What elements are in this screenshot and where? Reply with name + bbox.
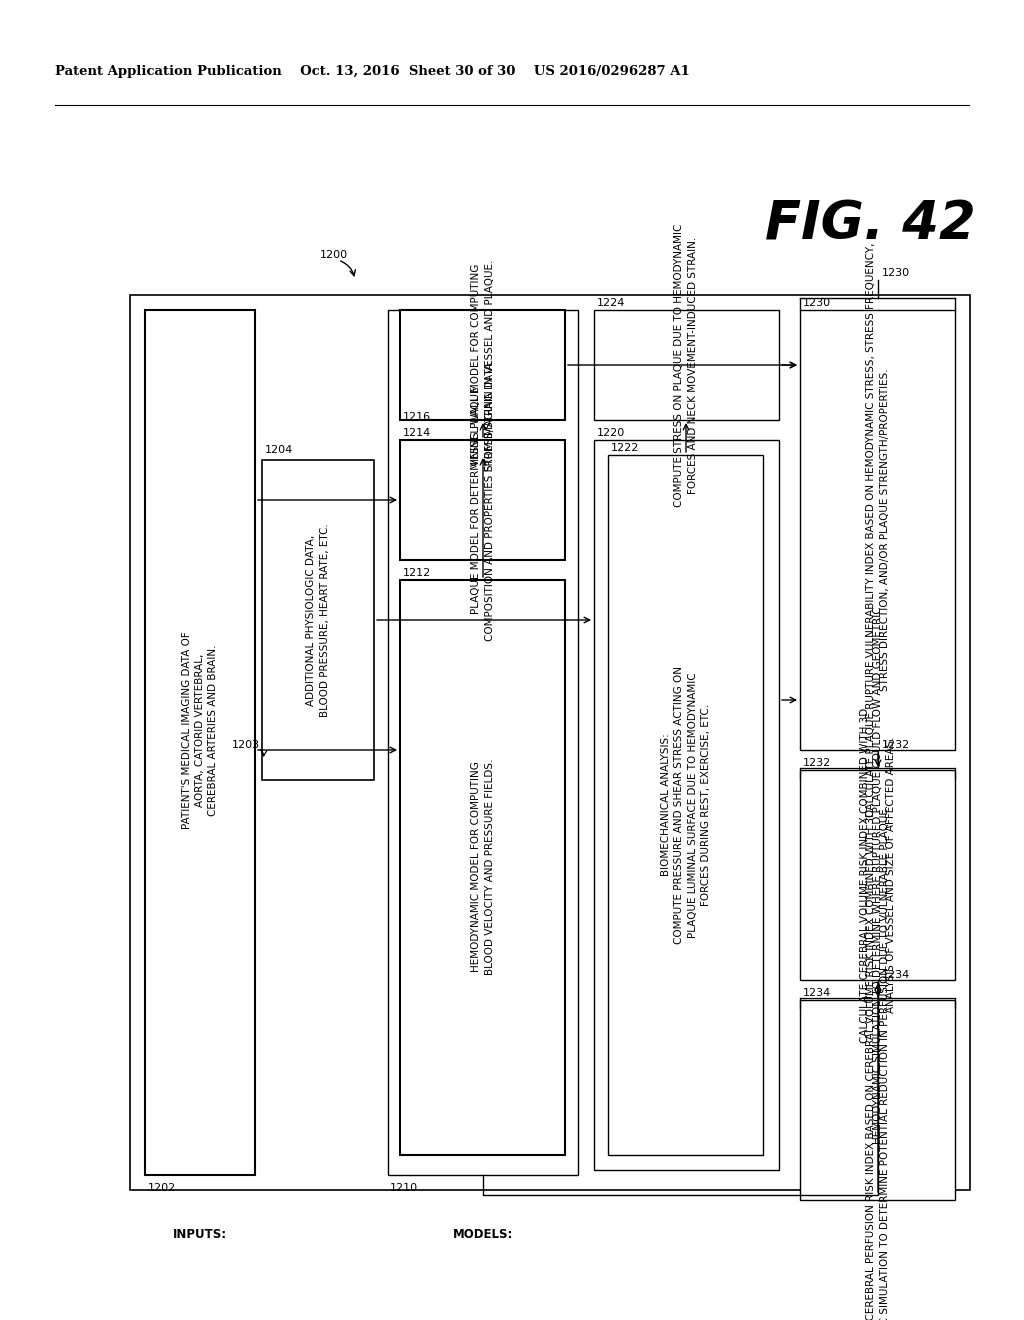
- Bar: [608, 455, 763, 1155]
- Text: INPUTS:: INPUTS:: [173, 1229, 227, 1242]
- Bar: [594, 440, 779, 1170]
- Text: 1214: 1214: [403, 428, 431, 438]
- Text: 1202: 1202: [148, 1183, 176, 1193]
- Bar: [400, 440, 565, 560]
- Bar: [400, 310, 565, 420]
- Bar: [400, 579, 565, 1155]
- Text: BIOMECHANICAL ANALYSIS:
COMPUTE PRESSURE AND SHEAR STRESS ACTING ON
PLAQUE LUMIN: BIOMECHANICAL ANALYSIS: COMPUTE PRESSURE…: [662, 667, 711, 944]
- Text: 1234: 1234: [803, 987, 831, 998]
- Text: CALCULATE PLAQUE RUPTURE VULNERABILITY INDEX BASED ON HEMODYNAMIC STRESS, STRESS: CALCULATE PLAQUE RUPTURE VULNERABILITY I…: [866, 243, 890, 817]
- Text: CALCULATED CEREBRAL PERFUSION RISK INDEX BASED ON CEREBRAL VOLUME RISK INDEX COM: CALCULATED CEREBRAL PERFUSION RISK INDEX…: [866, 804, 890, 1320]
- Text: MODELS:: MODELS:: [453, 1229, 513, 1242]
- Text: 1216: 1216: [403, 412, 431, 422]
- Text: HEMODYNAMIC MODEL FOR COMPUTING
BLOOD VELOCITY AND PRESSURE FIELDS.: HEMODYNAMIC MODEL FOR COMPUTING BLOOD VE…: [471, 759, 495, 975]
- Text: 1210: 1210: [390, 1183, 418, 1193]
- Bar: [800, 770, 955, 979]
- Text: 1230: 1230: [803, 298, 831, 308]
- Bar: [800, 1001, 955, 1200]
- Bar: [800, 310, 955, 750]
- Text: 1203: 1203: [231, 741, 260, 750]
- Text: 1222: 1222: [611, 444, 639, 453]
- Text: FIG. 42: FIG. 42: [765, 199, 976, 251]
- Bar: [594, 310, 779, 420]
- Text: 1224: 1224: [597, 298, 626, 308]
- Text: 1234: 1234: [882, 970, 910, 979]
- Text: 1232: 1232: [882, 741, 910, 750]
- Text: VESSEL WALL MODEL FOR COMPUTING
STRESS/STRAIN IN VESSEL AND PLAQUE.: VESSEL WALL MODEL FOR COMPUTING STRESS/S…: [471, 259, 495, 471]
- Bar: [145, 310, 255, 1175]
- Text: 1200: 1200: [319, 249, 348, 260]
- Text: 1230: 1230: [882, 268, 909, 279]
- Bar: [262, 459, 374, 780]
- Text: ADDITIONAL PHYSIOLOGIC DATA,
BLOOD PRESSURE, HEART RATE, ETC.: ADDITIONAL PHYSIOLOGIC DATA, BLOOD PRESS…: [306, 523, 330, 717]
- Bar: [130, 294, 970, 1191]
- Bar: [388, 310, 578, 1175]
- Text: Patent Application Publication    Oct. 13, 2016  Sheet 30 of 30    US 2016/02962: Patent Application Publication Oct. 13, …: [55, 66, 690, 78]
- Text: CALCULATE CEREBRAL VOLUME RISK INDEX COMBINED WITH 3D
HEMODYNAMIC SIMULATION TO : CALCULATE CEREBRAL VOLUME RISK INDEX COM…: [860, 606, 896, 1144]
- Text: 1212: 1212: [403, 568, 431, 578]
- Text: 1220: 1220: [597, 428, 626, 438]
- Text: PLAQUE MODEL FOR DETERMINING PLAQUE
COMPOSITION AND PROPERTIES FROM IMAGING DATA: PLAQUE MODEL FOR DETERMINING PLAQUE COMP…: [471, 359, 495, 642]
- Text: 1204: 1204: [265, 445, 293, 455]
- Text: 1232: 1232: [803, 758, 831, 768]
- Text: PATIENT'S MEDICAL IMAGING DATA OF
AORTA, CATORID VERTEBRAL,
CEREBRAL ARTERIES AN: PATIENT'S MEDICAL IMAGING DATA OF AORTA,…: [182, 631, 218, 829]
- Text: COMPUTE STRESS ON PLAQUE DUE TO HEMODYNAMIC
FORCES AND NECK MOVEMENT-INDUCED STR: COMPUTE STRESS ON PLAQUE DUE TO HEMODYNA…: [675, 223, 697, 507]
